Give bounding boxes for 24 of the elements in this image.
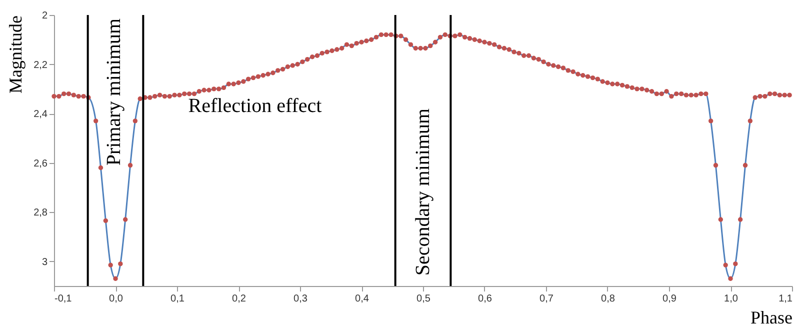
annotation: Secondary minimum xyxy=(412,108,434,276)
x-tick-label: 1,0 xyxy=(724,294,738,304)
x-tick-label: 0,2 xyxy=(232,294,246,304)
x-tick-label: 0,5 xyxy=(416,294,431,304)
x-tick-label: 0,7 xyxy=(540,294,554,304)
x-tick-label: 1,1 xyxy=(778,294,793,304)
x-tick-label: -0,1 xyxy=(54,294,72,304)
y-tick-label: 2,4 xyxy=(34,109,48,120)
x-tick-label: 0,0 xyxy=(109,294,124,304)
x-tick-label: 0,3 xyxy=(294,294,308,304)
y-tick-label: 2,6 xyxy=(34,158,48,170)
annotation: Reflection effect xyxy=(188,95,322,117)
annotation: Primary minimum xyxy=(103,18,125,166)
x-tick-label: 0,6 xyxy=(478,294,492,304)
x-tick-label: 0,9 xyxy=(662,294,677,304)
y-tick-label: 2,8 xyxy=(34,208,48,219)
x-tick-label: 0,1 xyxy=(170,294,185,304)
x-tick-label: 0,8 xyxy=(601,294,616,304)
y-tick-label: 2 xyxy=(42,10,48,22)
x-tick-label: 0,4 xyxy=(355,294,370,304)
y-axis-title: Magnitude xyxy=(6,16,26,94)
x-axis-title: Phase xyxy=(750,308,793,328)
y-tick-label: 3 xyxy=(42,256,48,268)
y-tick-label: 2,2 xyxy=(34,60,48,71)
